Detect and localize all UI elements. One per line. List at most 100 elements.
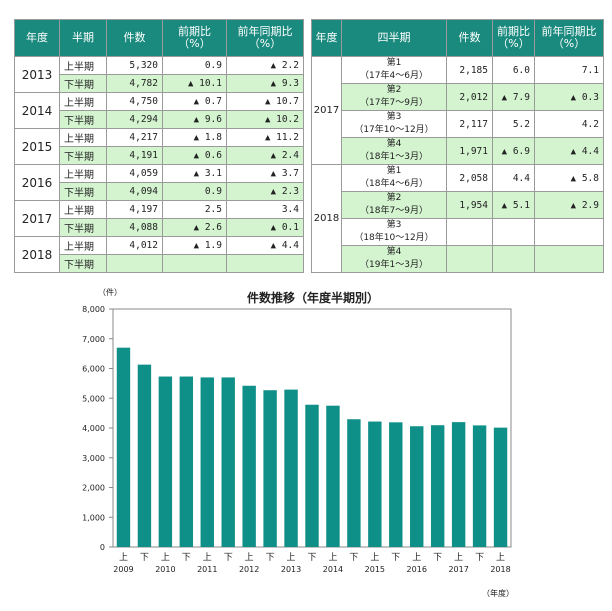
col-header-prev-text: 前期比 （%） <box>178 25 211 50</box>
prev-change-cell <box>492 218 535 246</box>
col-header-prev-text: 前期比 （%） <box>497 25 530 50</box>
year-cell: 2015 <box>14 128 60 165</box>
quarter-cell: 第3 （17年10～12月） <box>341 110 447 138</box>
header-row: 年度 四半期 件数 前期比 （%） 前年同期比 （%） <box>311 19 604 57</box>
table-row: 2015 上半期 4,217 ▲ 1.8 ▲ 11.2 <box>14 128 304 165</box>
y-tick-label: 7,000 <box>82 335 105 344</box>
yoy-change-cell-value: 7.1 <box>581 64 599 76</box>
increase-triangle-icon: ▲ <box>270 151 277 161</box>
count-cell: 4,750 <box>106 92 163 111</box>
x-tick-label: 上 <box>287 552 296 563</box>
prev-change-cell-value: 10.1 <box>199 78 222 89</box>
increase-triangle-icon: ▲ <box>501 146 508 157</box>
table-row: 第2 （18年7～9月） 1,954 ▲ 5.1 ▲ 2.9 <box>312 191 604 219</box>
y-tick-label: 0 <box>100 543 105 552</box>
quarter-name: 第4 <box>386 139 402 149</box>
half-cell: 上半期 <box>59 164 107 183</box>
bar <box>158 376 173 547</box>
x-tick-label: 下 <box>391 553 400 563</box>
count-cell: 2,117 <box>446 110 493 138</box>
col-header-prev: 前期比 （%） <box>492 19 535 57</box>
bar <box>221 377 235 547</box>
col-header-yoy-text: 前年同期比 （%） <box>541 25 597 50</box>
header-row: 年度 半期 件数 前期比 （%） 前年同期比 （%） <box>14 19 304 57</box>
prev-change-cell-value: 3.1 <box>204 168 222 179</box>
x-tick-label: 上 <box>245 552 254 563</box>
bar <box>472 425 487 547</box>
yoy-change-cell: ▲ 3.7 <box>226 164 304 183</box>
bar <box>305 404 319 547</box>
y-tick-label: 6,000 <box>82 365 105 374</box>
yoy-change-cell-value: 2.4 <box>281 150 299 161</box>
x-tick-label: 上 <box>203 552 212 563</box>
quarter-name: 第3 <box>386 220 402 230</box>
prev-change-cell: 6.0 <box>492 56 535 84</box>
count-cell: 4,294 <box>106 110 163 129</box>
year-cell: 2014 <box>14 92 60 129</box>
yoy-change-cell-value: 2.9 <box>581 199 599 211</box>
yoy-change-cell-value: 0.1 <box>281 222 299 233</box>
table-row: 2017 上半期 4,197 2.5 3.4 <box>14 200 304 237</box>
count-cell <box>446 218 493 246</box>
prev-change-cell: ▲ 0.6 <box>162 146 227 165</box>
yoy-change-cell <box>534 245 604 273</box>
quarter-period: （18年1～3月） <box>360 152 428 162</box>
increase-triangle-icon: ▲ <box>193 151 200 161</box>
yoy-change-cell: ▲ 0.1 <box>226 218 304 237</box>
chart-title: 件数推移（年度半期別） <box>247 290 379 305</box>
quarter-period: （17年10～12月） <box>354 125 434 135</box>
col-header-year: 年度 <box>14 19 60 57</box>
year-cell: 2018 <box>311 164 342 273</box>
x-axis-unit-label: （年度） <box>482 588 514 598</box>
quarter-name: 第2 <box>386 193 402 203</box>
col-header-yoy: 前年同期比 （%） <box>226 19 304 57</box>
bar <box>368 421 382 547</box>
bar <box>326 405 340 547</box>
increase-triangle-icon: ▲ <box>570 173 577 184</box>
col-header-count: 件数 <box>446 19 493 57</box>
table-row: 第4 （18年1～3月） 1,971 ▲ 6.9 ▲ 4.4 <box>312 137 604 165</box>
count-cell: 5,320 <box>106 56 163 75</box>
increase-triangle-icon: ▲ <box>270 61 277 71</box>
table-row: 2014 上半期 4,750 ▲ 0.7 ▲ 10.7 <box>14 92 304 129</box>
increase-triangle-icon: ▲ <box>570 200 577 211</box>
yoy-change-cell: ▲ 11.2 <box>226 128 304 147</box>
yoy-change-cell: ▲ 5.8 <box>534 164 604 192</box>
increase-triangle-icon: ▲ <box>501 92 508 103</box>
half-cell: 下半期 <box>59 110 107 129</box>
yoy-change-cell-value: 10.2 <box>276 114 299 125</box>
x-year-label: 2010 <box>155 565 175 574</box>
table-row: 2016 上半期 4,059 ▲ 3.1 ▲ 3.7 <box>14 164 304 201</box>
quarter-cell: 第4 （18年1～3月） <box>341 137 447 165</box>
y-tick-label: 8,000 <box>82 305 105 314</box>
yoy-change-cell: ▲ 10.2 <box>226 110 304 129</box>
half-cell: 下半期 <box>59 74 107 93</box>
x-tick-label: 下 <box>349 553 358 563</box>
prev-change-cell-value: 6.0 <box>512 64 530 76</box>
quarter-period: （17年7～9月） <box>360 98 428 108</box>
table-row: 2018 第1 （18年4～6月） 2,058 4.4 ▲ 5.8 <box>311 164 604 273</box>
count-cell: 1,971 <box>446 137 493 165</box>
count-cell: 4,012 <box>106 236 163 255</box>
yoy-change-cell: ▲ 2.9 <box>534 191 604 219</box>
quarter-period: （18年7～9月） <box>360 206 428 216</box>
x-year-label: 2012 <box>239 565 259 574</box>
bar <box>389 422 403 547</box>
x-tick-label: 上 <box>328 552 337 563</box>
x-tick-label: 下 <box>307 553 316 563</box>
bar <box>284 389 298 547</box>
prev-change-cell-value: 2.5 <box>204 204 222 215</box>
quarter-name: 第4 <box>386 247 402 257</box>
yoy-change-cell <box>226 254 304 273</box>
x-tick-label: 上 <box>496 552 505 563</box>
quarter-cell: 第3 （18年10～12月） <box>341 218 447 246</box>
bar-chart: 件数推移（年度半期別） （件） （年度） 0 1,000 2,000 3,000 4,0… <box>82 287 514 598</box>
year-cell: 2018 <box>14 236 60 273</box>
half-cell: 上半期 <box>59 56 107 75</box>
prev-change-cell-value: 4.4 <box>512 172 530 184</box>
prev-change-cell-value: 1.8 <box>204 132 222 143</box>
x-year-label: 2015 <box>365 565 385 574</box>
table-row: 第2 （17年7～9月） 2,012 ▲ 7.9 ▲ 0.3 <box>312 83 604 111</box>
increase-triangle-icon: ▲ <box>193 223 200 233</box>
y-axis-unit-label: （件） <box>98 287 122 297</box>
